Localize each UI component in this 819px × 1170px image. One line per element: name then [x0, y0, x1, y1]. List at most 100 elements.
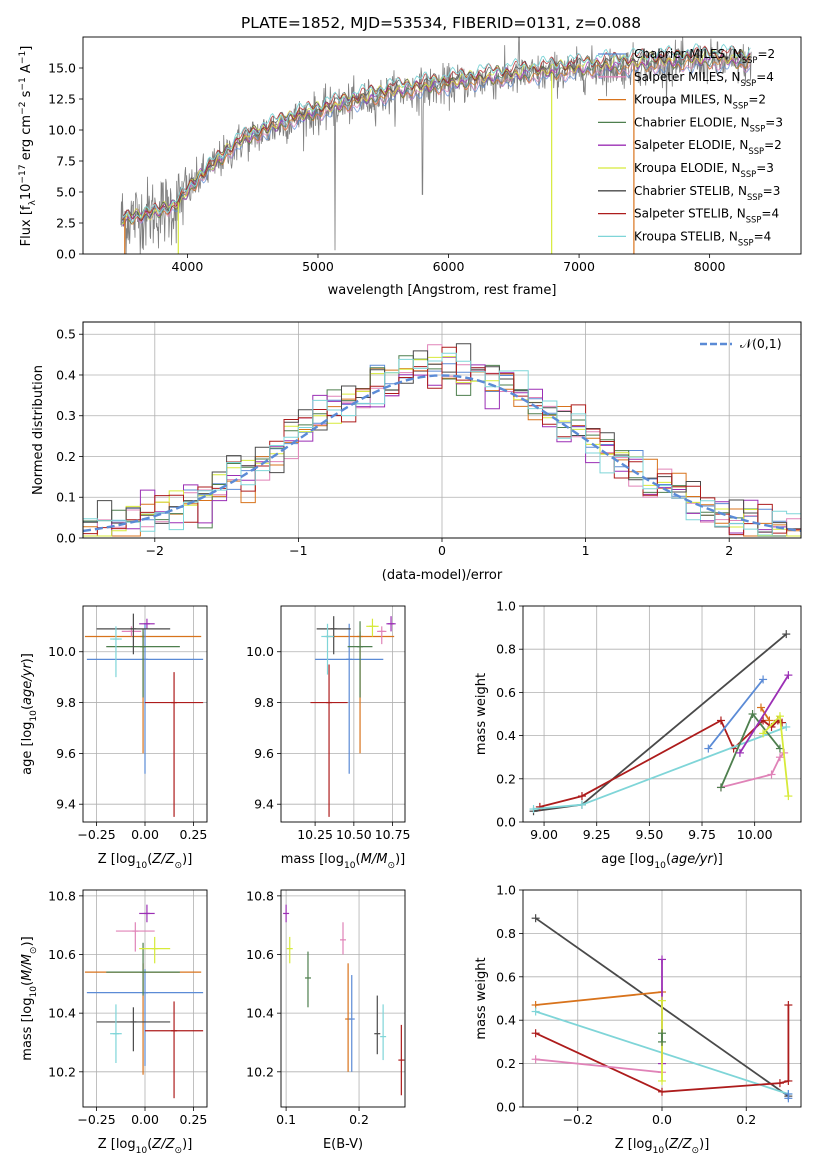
x-axis-label: wavelength [Angstrom, rest frame] — [328, 283, 557, 298]
y-axis-label: mass weight — [474, 957, 489, 1039]
legend-entry: Salpeter STELIB, NSSP=4 — [634, 207, 779, 225]
age-vs-mass-panel: 10.25 10.50 10.75 9.4 9.6 9.8 10.0 mass [log10(… — [246, 605, 410, 871]
y-axis-label: age [log10(age/yr)] — [20, 653, 39, 775]
legend-entry: Kroupa STELIB, NSSP=4 — [634, 229, 771, 247]
y-tick-label: 10.6 — [48, 947, 76, 962]
y-tick-label: 0.5 — [56, 327, 76, 342]
y-tick-label: 0.1 — [56, 490, 76, 505]
x-tick-label: −0.25 — [77, 827, 115, 842]
y-axis-label: mass [log10(M/M⊙)] — [20, 936, 39, 1060]
series-line — [535, 1058, 663, 1074]
x-tick-label: 9.75 — [688, 827, 716, 842]
y-tick-label: 9.4 — [254, 797, 274, 812]
axes-frame — [280, 605, 406, 823]
y-tick-label: 0.4 — [496, 1013, 516, 1028]
y-tick-label: 0.0 — [496, 815, 516, 830]
spectrum-panel: 4000 5000 6000 7000 8000 0.0 2.5 5.0 7.5 10.0 12.5… — [18, 36, 802, 298]
y-tick-label: 0.0 — [56, 531, 76, 546]
y-tick-label: 5.0 — [56, 185, 76, 200]
x-tick-label: 0.00 — [131, 827, 159, 842]
x-tick-label: 10.00 — [737, 827, 773, 842]
y-tick-label: 15.0 — [48, 61, 76, 76]
x-tick-label: 0.00 — [131, 1112, 159, 1127]
axes-frame — [522, 889, 802, 1108]
y-tick-label: 0.0 — [56, 247, 76, 262]
y-axis-label: mass weight — [474, 673, 489, 755]
y-tick-label: 0.8 — [496, 926, 516, 941]
x-axis-label: E(B-V) — [323, 1137, 363, 1152]
model-spectrum-line — [121, 53, 751, 225]
axes-frame — [82, 321, 802, 539]
series-line — [707, 678, 764, 750]
x-tick-label: 9.25 — [583, 827, 611, 842]
x-tick-label: 7000 — [563, 259, 595, 274]
x-tick-label: 0.25 — [180, 1112, 208, 1127]
series-line — [535, 991, 663, 1006]
y-tick-label: 10.0 — [48, 644, 76, 659]
y-tick-label: 2.5 — [56, 216, 76, 231]
x-axis-label: Z [log10(Z/Z⊙)] — [98, 852, 193, 871]
x-axis-label: Z [log10(Z/Z⊙)] — [615, 1137, 710, 1156]
massweight-vs-metallicity-panel: −0.2 0.0 0.2 0.0 0.2 0.4 0.6 0.8 1.0 Z [log10(Z/Z… — [474, 883, 802, 1156]
x-tick-label: 0.0 — [652, 1112, 672, 1127]
x-tick-label: 4000 — [172, 259, 204, 274]
y-tick-label: 0.2 — [496, 771, 516, 786]
x-axis-label: mass [log10(M/M⊙)] — [281, 852, 405, 871]
y-tick-label: 0.3 — [56, 408, 76, 423]
legend-entry: Chabrier ELODIE, NSSP=3 — [634, 115, 783, 133]
normal-curve-line — [82, 374, 802, 533]
axes-frame — [280, 889, 406, 1108]
x-tick-label: 0 — [438, 543, 446, 558]
x-tick-label: 6000 — [433, 259, 465, 274]
y-tick-label: 9.6 — [56, 746, 76, 761]
x-tick-label: −1 — [289, 543, 307, 558]
y-tick-label: 10.8 — [246, 888, 274, 903]
model-spectrum-line — [121, 54, 751, 225]
y-tick-label: 0.4 — [56, 367, 76, 382]
legend-entry: Chabrier MILES, NSSP=2 — [634, 47, 775, 65]
legend-entry: Chabrier STELIB, NSSP=3 — [634, 184, 780, 202]
x-tick-label: 5000 — [302, 259, 334, 274]
x-tick-label: 10.25 — [297, 827, 333, 842]
y-tick-label: 10.4 — [48, 1006, 76, 1021]
y-tick-label: 10.8 — [48, 888, 76, 903]
y-tick-label: 0.6 — [496, 685, 516, 700]
y-tick-label: 0.4 — [496, 728, 516, 743]
x-tick-label: 0.1 — [276, 1112, 296, 1127]
x-tick-label: 9.50 — [635, 827, 663, 842]
y-tick-label: 0.2 — [496, 1056, 516, 1071]
x-tick-label: 0.25 — [180, 827, 208, 842]
y-tick-label: 9.8 — [56, 695, 76, 710]
x-tick-label: 1 — [582, 543, 590, 558]
mass-vs-ebv-panel: 0.1 0.2 10.2 10.4 10.6 10.8 E(B-V) — [246, 888, 406, 1152]
residual-histogram-panel: −2 −1 0 1 2 0.0 0.1 0.2 0.3 0.4 0.5 𝒩(0,1) (data-mod… — [31, 321, 802, 583]
legend-entry: Salpeter MILES, NSSP=4 — [634, 70, 774, 88]
y-tick-label: 12.5 — [48, 92, 76, 107]
x-tick-label: 8000 — [694, 259, 726, 274]
y-tick-label: 0.2 — [56, 449, 76, 464]
y-tick-label: 0.6 — [496, 969, 516, 984]
series-line — [539, 719, 783, 808]
y-tick-label: 10.4 — [246, 1006, 274, 1021]
y-tick-label: 0.8 — [496, 642, 516, 657]
y-tick-label: 10.0 — [246, 644, 274, 659]
x-axis-label: age [log10(age/yr)] — [601, 852, 723, 871]
y-tick-label: 10.2 — [48, 1064, 76, 1079]
y-tick-label: 10.0 — [48, 123, 76, 138]
x-tick-label: 10.50 — [336, 827, 372, 842]
y-axis-label: Normed distribution — [31, 365, 46, 495]
y-axis-label: Flux [fλ10−17 erg cm−2 s−1 A−1] — [18, 46, 38, 247]
age-vs-metallicity-panel: −0.25 0.00 0.25 9.4 9.6 9.8 10.0 Z [log10(Z/Z⊙)… — [20, 605, 208, 871]
massweight-vs-age-panel: 9.00 9.25 9.50 9.75 10.00 0.0 0.2 0.4 0.6 0.8 1.0 a… — [474, 599, 802, 871]
model-spectrum-line — [121, 43, 751, 222]
legend-entry: Kroupa MILES, NSSP=2 — [634, 93, 766, 111]
y-tick-label: 1.0 — [496, 883, 516, 898]
axes-frame — [82, 36, 802, 255]
y-tick-label: 0.0 — [496, 1100, 516, 1115]
x-tick-label: −2 — [146, 543, 164, 558]
legend-entry: 𝒩(0,1) — [740, 336, 782, 351]
x-tick-label: 2 — [725, 543, 733, 558]
figure-title: PLATE=1852, MJD=53534, FIBERID=0131, z=0… — [241, 14, 641, 32]
x-tick-label: 0.2 — [736, 1112, 756, 1127]
